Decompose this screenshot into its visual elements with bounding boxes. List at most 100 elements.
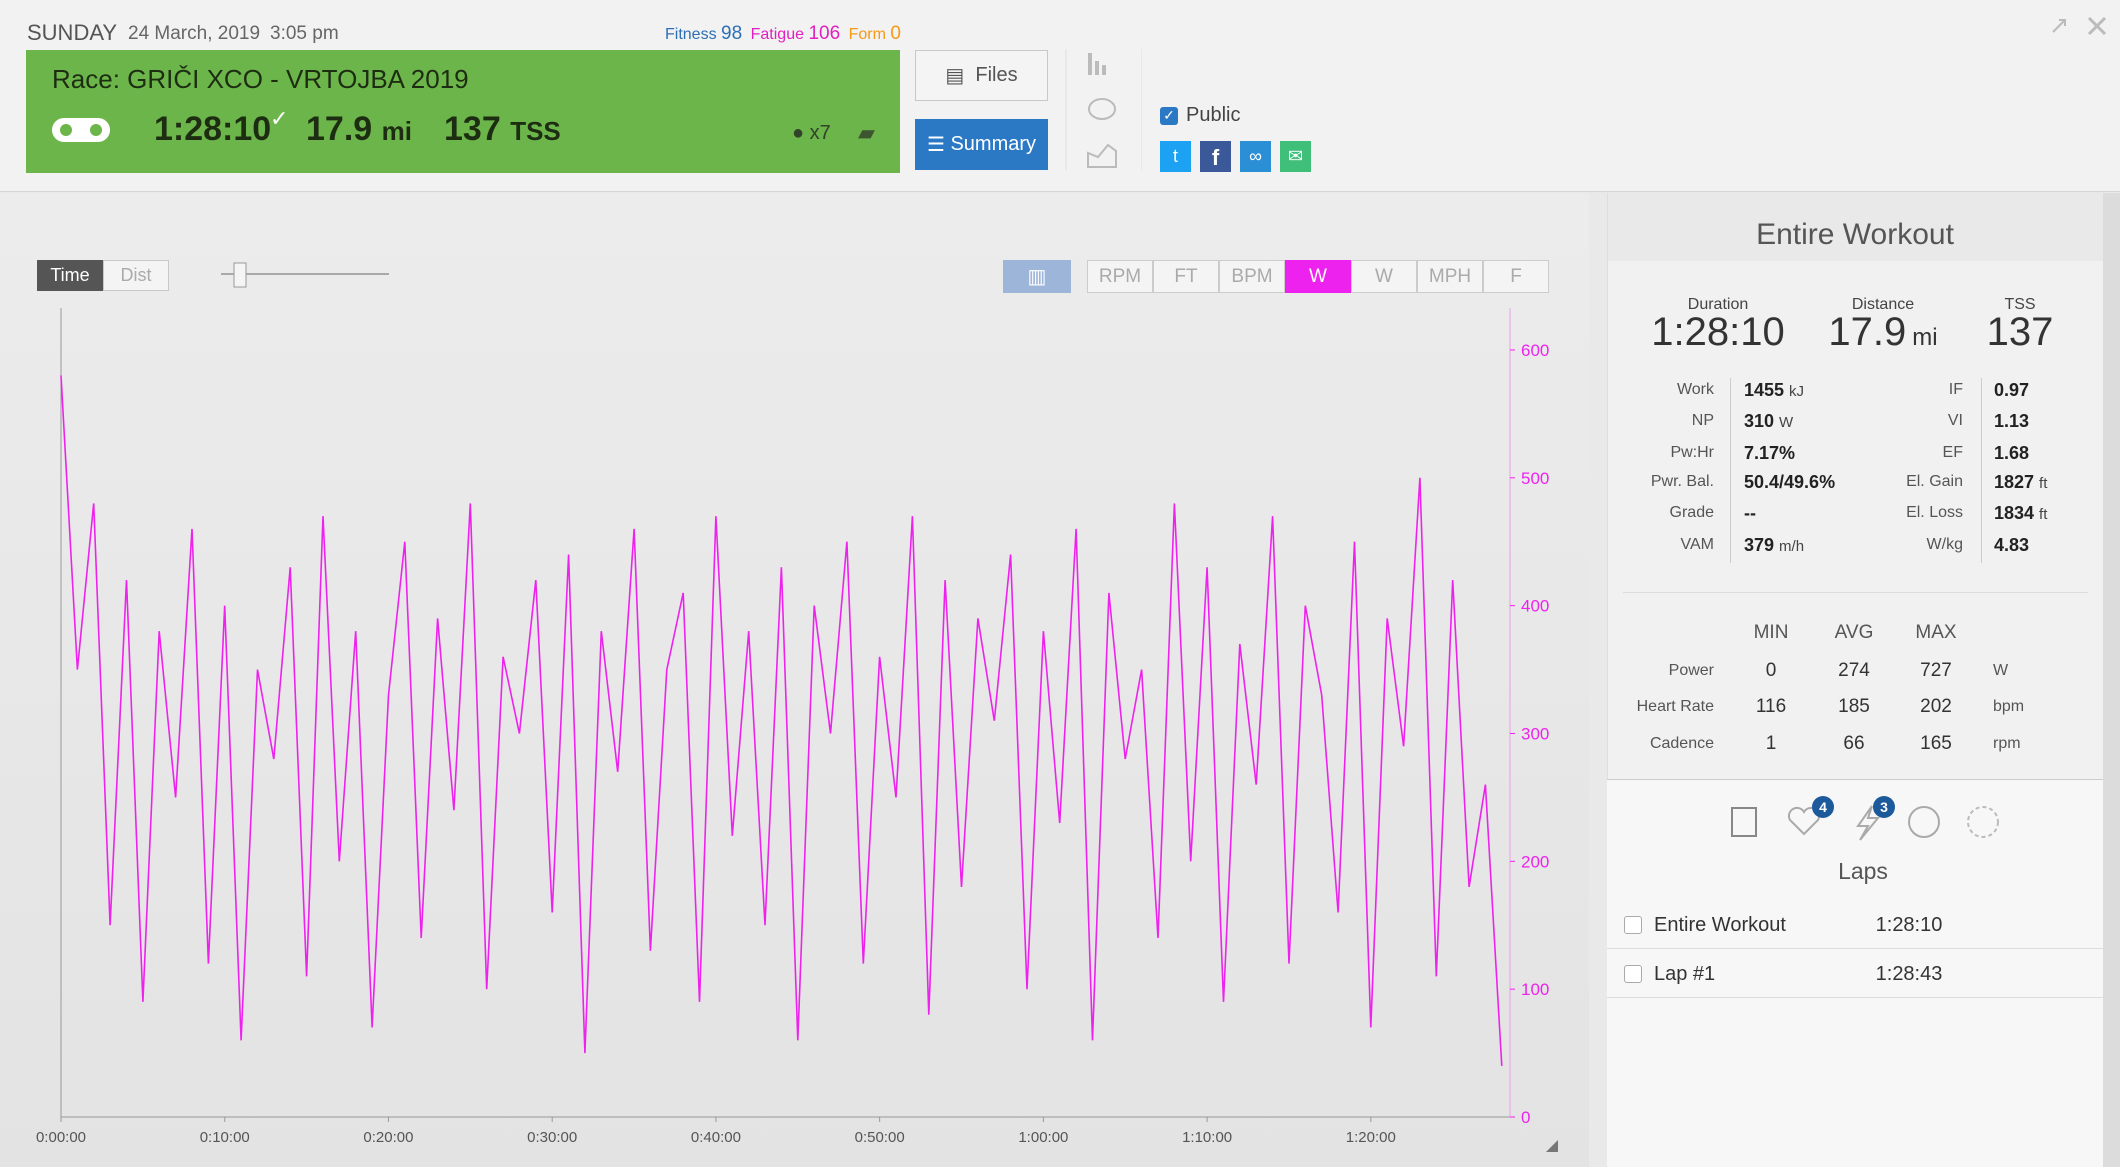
metric-label: EF xyxy=(1942,444,1963,461)
section-divider xyxy=(1607,779,2103,780)
x-tick-label: 0:30:00 xyxy=(527,1129,577,1146)
time-toggle[interactable]: Time xyxy=(37,260,103,291)
value: 1827 xyxy=(1994,472,2035,492)
value: 0.97 xyxy=(1994,380,2030,400)
table-cell: 727 xyxy=(1920,660,1952,681)
headline-label: Distance xyxy=(1851,296,1915,313)
value: 379 xyxy=(1744,535,1775,555)
table-unit: W xyxy=(1993,662,2009,679)
channel-button[interactable]: MPH xyxy=(1417,260,1483,293)
unit: ft xyxy=(2039,506,2048,523)
metrics-divider-right xyxy=(1981,378,1982,563)
metric-value: 1455 kJ xyxy=(1744,380,1804,401)
value: 17.9 xyxy=(1828,310,1907,354)
kudos-count: x7 xyxy=(809,122,831,144)
kudos[interactable]: ● x7 xyxy=(792,122,831,144)
table-cell: 185 xyxy=(1838,696,1870,717)
table-cell: 1 xyxy=(1765,733,1777,754)
metric-label: Pwr. Bal. xyxy=(1650,473,1714,490)
tss: 137 xyxy=(444,110,501,148)
channel-button[interactable]: W xyxy=(1351,260,1417,293)
dist-toggle[interactable]: Dist xyxy=(103,260,169,291)
chart-type-button[interactable]: ▥ xyxy=(1003,260,1071,293)
twitter-button[interactable]: t xyxy=(1160,141,1191,172)
value: 1.68 xyxy=(1994,443,2030,463)
power-line xyxy=(60,375,1503,1066)
resize-handle xyxy=(1546,1140,1558,1152)
value: 1.13 xyxy=(1994,411,2030,431)
metric-value: 1827 ft xyxy=(1994,472,2047,493)
summary-title: Entire Workout xyxy=(1756,218,1954,251)
channel-button[interactable]: RPM xyxy=(1087,260,1153,293)
date: 24 March, 2019 xyxy=(128,23,261,44)
table-cell: 274 xyxy=(1838,660,1870,681)
unit: mi xyxy=(1912,324,1938,351)
channel-button[interactable]: FT xyxy=(1153,260,1219,293)
metric-label: VI xyxy=(1947,412,1963,429)
fitness-summary: Fitness 98 Fatigue 106 Form 0 xyxy=(665,23,901,45)
minimize-icon[interactable] xyxy=(2052,19,2066,33)
metric-label: NP xyxy=(1691,412,1714,429)
email-button[interactable]: ✉ xyxy=(1280,141,1311,172)
value: 137 xyxy=(1986,310,2054,354)
metric-value: 310 W xyxy=(1744,411,1793,432)
table-cell: 0 xyxy=(1765,660,1777,681)
x-tick-label: 1:20:00 xyxy=(1346,1129,1396,1146)
comment-icon[interactable] xyxy=(1088,98,1116,120)
close-icon[interactable] xyxy=(2087,16,2107,36)
metric-label: VAM xyxy=(1680,536,1714,553)
value: 1834 xyxy=(1994,503,2035,523)
unit: W xyxy=(1779,414,1794,431)
zoom-slider[interactable] xyxy=(219,260,391,290)
other-icon[interactable] xyxy=(1967,806,1999,838)
facebook-button[interactable]: f xyxy=(1200,141,1231,172)
fatigue: 106 xyxy=(808,23,841,44)
lap-name[interactable]: Entire Workout xyxy=(1654,914,1786,936)
tss-unit: TSS xyxy=(510,116,561,146)
chart-icon[interactable] xyxy=(1088,53,1106,75)
table-header: AVG xyxy=(1834,622,1874,643)
form: 0 xyxy=(890,23,901,44)
summary-header xyxy=(1608,193,2104,261)
channel-button[interactable]: BPM xyxy=(1219,260,1285,293)
lap-checkbox[interactable] xyxy=(1624,916,1642,934)
metric-label: Grade xyxy=(1669,504,1714,521)
analysis-icon[interactable] xyxy=(1087,143,1117,168)
y-tick-label: 600 xyxy=(1521,341,1549,360)
lap-checkbox[interactable] xyxy=(1624,965,1642,983)
metrics-divider-left xyxy=(1730,378,1731,563)
table-row-label: Heart Rate xyxy=(1636,698,1714,715)
metric-label: Work xyxy=(1676,381,1714,398)
lap-name[interactable]: Lap #1 xyxy=(1654,963,1716,985)
unit: kJ xyxy=(1789,383,1805,400)
workout-duration: 1:28:10 xyxy=(154,110,272,148)
headline-value: 1:28:10 xyxy=(1651,310,1784,355)
metric-value: 7.17% xyxy=(1744,443,1795,464)
window-controls xyxy=(2052,16,2107,36)
comment-icon[interactable]: ▰ xyxy=(858,120,875,145)
clock-icon[interactable] xyxy=(1908,806,1940,838)
public-toggle[interactable]: ✓ Public xyxy=(1160,104,1240,127)
channel-button[interactable]: F xyxy=(1483,260,1549,293)
public-checkbox[interactable]: ✓ xyxy=(1160,106,1178,125)
summary-button[interactable]: ☰ Summary xyxy=(915,119,1048,170)
table-row-label: Cadence xyxy=(1649,735,1714,752)
value: 1455 xyxy=(1744,380,1785,400)
workout-card: Race: GRIČI XCO - VRTOJBA 2019 1:28:10 ✓… xyxy=(26,50,900,173)
power-icon[interactable] xyxy=(1856,805,1881,841)
notes-icon[interactable] xyxy=(1731,807,1757,837)
workout-tss: 137 TSS xyxy=(444,110,561,149)
channel-button[interactable]: W xyxy=(1285,260,1351,293)
power-badge: 3 xyxy=(1873,796,1895,818)
table-header: MIN xyxy=(1753,622,1789,643)
distance: 17.9 xyxy=(306,110,373,148)
y-tick-label: 200 xyxy=(1521,852,1549,871)
metric-label: IF xyxy=(1948,381,1963,398)
files-button[interactable]: ▤ Files xyxy=(915,50,1048,101)
table-unit: bpm xyxy=(1993,698,2025,715)
metric-value: 4.83 xyxy=(1994,535,2029,556)
bike-icon xyxy=(52,118,110,142)
link-button[interactable]: ∞ xyxy=(1240,141,1271,172)
table-cell: 202 xyxy=(1920,696,1952,717)
